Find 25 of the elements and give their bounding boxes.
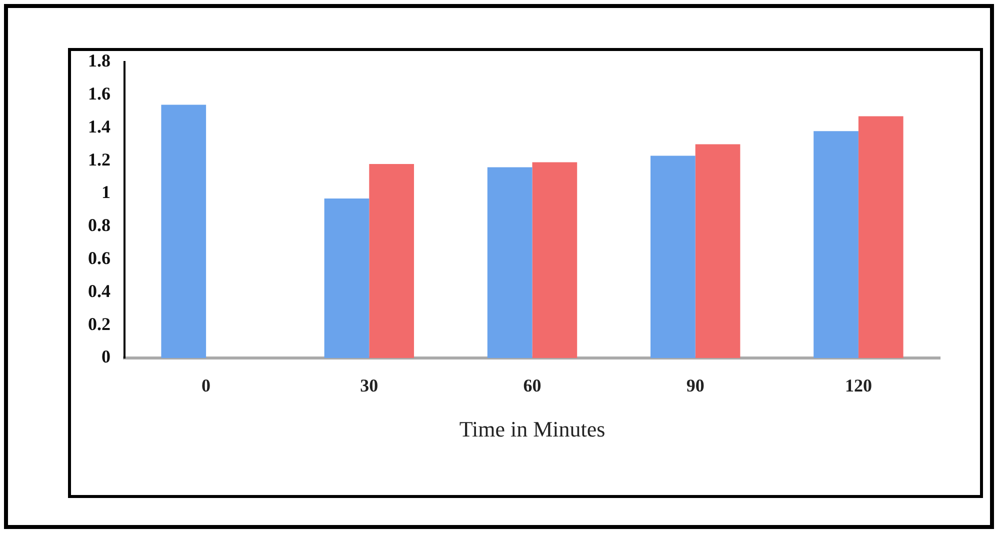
bar [487, 167, 532, 358]
y-tick-label: 0.4 [88, 280, 110, 301]
y-tick-label: 0.6 [88, 248, 110, 268]
bar [814, 131, 858, 358]
y-tick-label: 0.8 [88, 215, 110, 236]
y-tick-label: 0.2 [88, 314, 110, 334]
x-tick-label: 30 [360, 375, 378, 396]
y-tick-label: 1.2 [88, 149, 110, 170]
y-tick-label: 0 [102, 346, 110, 367]
y-tick-label: 1.6 [88, 84, 110, 104]
y-tick-label: 1.4 [88, 116, 110, 136]
bar [369, 164, 414, 358]
bar [532, 162, 578, 358]
x-tick-label: 0 [202, 375, 211, 396]
x-tick-label: 60 [523, 375, 542, 396]
x-tick-label: 120 [844, 375, 872, 396]
x-axis-title: Time in Minutes [459, 416, 606, 442]
x-tick-label: 90 [686, 375, 704, 396]
bar [858, 116, 904, 358]
y-tick-label: 1.8 [88, 50, 110, 71]
y-tick-label: 1 [102, 182, 110, 202]
bar [650, 156, 696, 358]
bar [695, 144, 740, 358]
bar [161, 104, 206, 358]
bar [324, 198, 370, 358]
